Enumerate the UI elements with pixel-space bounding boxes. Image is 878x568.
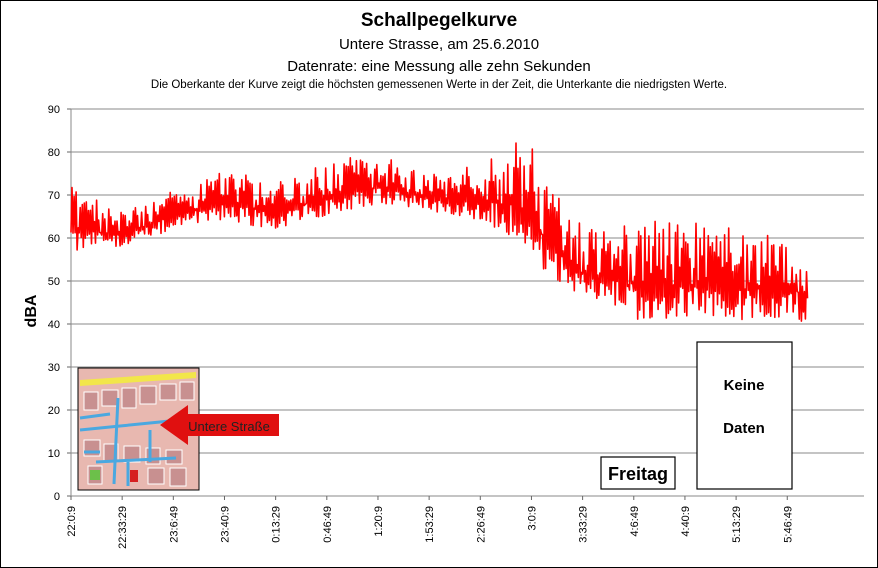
map-green-area <box>90 470 100 480</box>
series-line <box>70 142 809 322</box>
x-tick-label: 2:26:49 <box>475 506 487 543</box>
no-data-label-line2: Daten <box>723 420 765 437</box>
y-tick-label: 80 <box>48 147 60 159</box>
y-tick-label: 40 <box>48 319 60 331</box>
x-tick-label: 23:40:9 <box>219 506 231 543</box>
y-axis: 0 10 20 30 40 50 60 70 80 90 <box>48 104 72 503</box>
x-tick-label: 5:46:49 <box>782 506 794 543</box>
x-tick-label: 22:0:9 <box>66 506 78 537</box>
map-arrow-label: Untere Straße <box>188 419 270 434</box>
chart-subtitle: Untere Strasse, am 25.6.2010 <box>338 36 540 53</box>
y-tick-label: 30 <box>48 362 60 374</box>
x-tick-label: 3:0:9 <box>526 506 538 530</box>
x-tick-label: 5:13:29 <box>731 506 743 543</box>
map-blocks <box>83 381 195 487</box>
y-tick-label: 70 <box>48 190 60 202</box>
map-yellow-road <box>80 372 196 386</box>
series-layer <box>70 142 809 322</box>
y-tick-label: 60 <box>48 233 60 245</box>
y-tick-label: 0 <box>54 491 60 503</box>
y-tick-label: 90 <box>48 104 60 116</box>
day-label-box <box>600 456 676 490</box>
map-inset: Untere Straße <box>77 367 279 491</box>
y-tick-label: 10 <box>48 448 60 460</box>
x-tick-label: 4:6:49 <box>629 506 641 537</box>
x-tick-label: 4:40:9 <box>680 506 692 537</box>
x-tick-label: 23:6:49 <box>168 506 180 543</box>
x-tick-label: 0:13:29 <box>271 506 283 543</box>
y-axis-label: dBA <box>23 294 40 327</box>
x-tick-label: 1:20:9 <box>373 506 385 537</box>
x-tick-label: 22:33:29 <box>117 506 129 549</box>
no-data-label-line1: Keine <box>724 377 765 394</box>
y-tick-label: 50 <box>48 276 60 288</box>
no-data-box <box>696 341 793 490</box>
x-tick-label: 1:53:29 <box>424 506 436 543</box>
map-arrow-icon <box>160 405 279 445</box>
y-tick-label: 20 <box>48 405 60 417</box>
chart-note: Die Oberkante der Kurve zeigt die höchst… <box>150 79 728 91</box>
map-red-area <box>130 470 138 482</box>
x-tick-label: 3:33:29 <box>578 506 590 543</box>
chart-title: Schallpegelkurve <box>360 10 518 31</box>
x-axis: 22:0:9 22:33:29 23:6:49 23:40:9 0:13:29 0:46:… <box>66 495 864 549</box>
chart-subtitle-data-rate: Datenrate: eine Messung alle zehn Sekund… <box>287 58 591 75</box>
x-tick-label: 0:46:49 <box>322 506 334 543</box>
day-label: Freitag <box>608 464 668 484</box>
